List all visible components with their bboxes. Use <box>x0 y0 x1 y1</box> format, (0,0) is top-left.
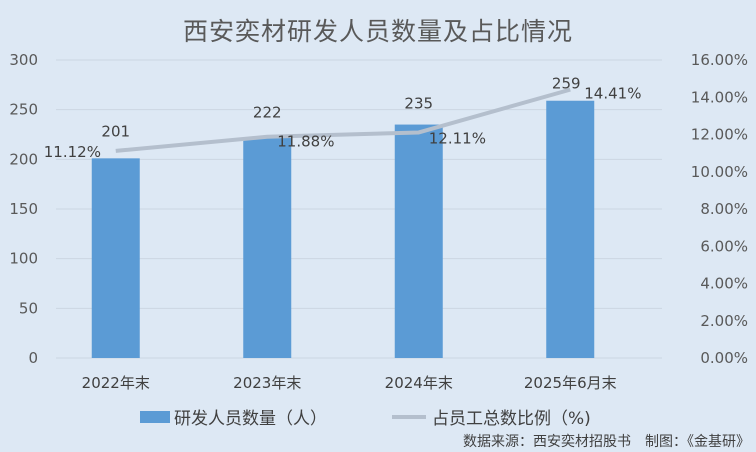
x-axis-label: 2023年末 <box>233 374 301 392</box>
bar <box>546 100 595 358</box>
y-right-tick: 8.00% <box>700 200 748 218</box>
y-right-tick: 10.00% <box>691 163 748 181</box>
y-left-tick: 200 <box>9 150 38 168</box>
y-right-tick: 6.00% <box>700 237 748 255</box>
bar-value-label: 259 <box>552 75 581 93</box>
bar-value-label: 235 <box>404 95 433 113</box>
chart-title: 西安奕材研发人员数量及占比情况 <box>182 17 573 46</box>
y-left-tick: 250 <box>9 101 38 119</box>
legend-line-label: 占员工总数比例（%) <box>432 409 591 429</box>
bar-value-label: 201 <box>101 122 130 140</box>
y-right-tick: 4.00% <box>700 275 748 293</box>
bar <box>91 158 140 358</box>
line-value-label: 11.12% <box>44 143 101 161</box>
y-left-tick: 300 <box>9 51 38 69</box>
y-right-tick: 16.00% <box>691 51 748 69</box>
source-note: 数据来源：西安奕材招股书 制图：《金基研》 <box>463 434 750 450</box>
x-axis-label: 2022年末 <box>82 374 150 392</box>
legend-item-line: 占员工总数比例（%) <box>392 404 591 429</box>
legend-item-bar: 研发人员数量（人） <box>140 404 327 429</box>
ratio-line <box>115 87 571 153</box>
bar-value-label: 222 <box>253 103 282 121</box>
legend-bar-label: 研发人员数量（人） <box>174 409 327 429</box>
x-axis-label: 2024年末 <box>385 374 453 392</box>
bar <box>243 137 292 358</box>
y-left-tick: 100 <box>9 250 38 268</box>
legend: 研发人员数量（人） 占员工总数比例（%) <box>0 404 756 429</box>
y-right-tick: 0.00% <box>700 349 748 367</box>
line-swatch-icon <box>392 414 426 419</box>
line-value-label: 12.11% <box>429 129 486 147</box>
y-right-tick: 2.00% <box>700 312 748 330</box>
line-value-label: 14.41% <box>584 85 641 103</box>
y-left-tick: 0 <box>28 349 38 367</box>
line-value-label: 11.88% <box>277 133 334 151</box>
x-axis-label: 2025年6月末 <box>524 374 617 392</box>
y-right-tick: 12.00% <box>691 126 748 144</box>
y-left-tick: 50 <box>19 299 38 317</box>
y-left-tick: 150 <box>9 200 38 218</box>
bar <box>394 124 443 358</box>
y-right-tick: 14.00% <box>691 88 748 106</box>
bar-swatch-icon <box>140 410 170 423</box>
